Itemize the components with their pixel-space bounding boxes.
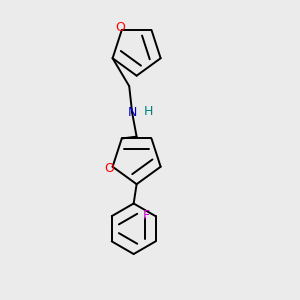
Text: N: N (128, 106, 137, 119)
Text: O: O (116, 21, 125, 34)
Text: H: H (144, 105, 153, 118)
Text: F: F (143, 209, 150, 222)
Text: O: O (104, 162, 114, 175)
